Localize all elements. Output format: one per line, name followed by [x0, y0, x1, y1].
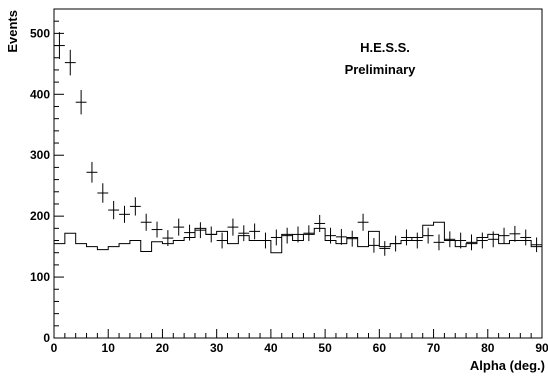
data-point	[75, 90, 87, 115]
annotation-preliminary: Preliminary	[345, 62, 417, 77]
data-point	[151, 221, 163, 238]
x-tick-label: 0	[51, 341, 58, 355]
data-point	[346, 230, 358, 247]
data-point	[390, 235, 402, 252]
data-point	[422, 227, 434, 244]
x-axis-label: Alpha (deg.)	[470, 358, 545, 373]
data-point	[455, 232, 467, 249]
y-tick-label: 200	[30, 209, 50, 223]
plot-border	[53, 8, 543, 339]
y-tick-label: 400	[30, 87, 50, 101]
y-tick-label: 100	[30, 270, 50, 284]
data-point	[487, 231, 499, 248]
data-point	[466, 234, 477, 251]
x-tick-label: 30	[210, 341, 224, 355]
data-point	[292, 226, 304, 243]
x-tick-label: 40	[264, 341, 278, 355]
data-point	[64, 49, 76, 76]
x-tick-label: 60	[373, 341, 387, 355]
data-point	[335, 228, 347, 245]
data-point	[86, 161, 98, 183]
data-point	[216, 232, 228, 249]
data-point	[368, 238, 380, 253]
x-tick-label: 80	[481, 341, 495, 355]
data-point	[379, 241, 391, 256]
data-point	[281, 227, 293, 244]
signal-data-points	[54, 32, 542, 256]
data-point	[531, 237, 542, 253]
data-point	[129, 197, 141, 216]
x-tick-label: 70	[427, 341, 441, 355]
x-tick-label: 10	[102, 341, 116, 355]
data-point	[162, 230, 174, 247]
data-point	[119, 205, 130, 223]
data-point	[184, 224, 195, 241]
y-tick-label: 300	[30, 148, 50, 162]
data-point	[270, 229, 282, 246]
data-point	[205, 226, 217, 243]
data-point	[173, 218, 185, 236]
data-point	[325, 227, 336, 244]
data-point	[401, 229, 412, 246]
data-point	[357, 213, 369, 231]
data-point	[433, 234, 445, 251]
data-point	[227, 218, 239, 236]
data-point	[476, 232, 488, 249]
data-point	[314, 214, 326, 232]
data-point	[520, 229, 532, 246]
x-tick-label: 90	[535, 341, 548, 355]
x-axis-ticks: 0 10 20 30 40 50 60 70 80 90	[51, 329, 548, 355]
data-point	[140, 213, 152, 231]
data-point	[249, 223, 261, 240]
data-point	[238, 225, 250, 242]
y-tick-label: 500	[30, 26, 50, 40]
data-point	[303, 225, 315, 242]
data-point	[498, 227, 510, 244]
data-point	[108, 200, 120, 220]
data-point	[444, 231, 456, 248]
y-axis-label: Events	[5, 10, 20, 53]
y-tick-label: 0	[43, 331, 50, 345]
data-point	[194, 222, 206, 239]
x-tick-label: 20	[156, 341, 170, 355]
plot-frame	[53, 8, 543, 339]
data-point	[97, 183, 109, 203]
y-axis-ticks: 0 100 200 300 400 500	[30, 8, 64, 345]
data-point	[411, 232, 423, 249]
annotation-hess: H.E.S.S.	[360, 40, 410, 55]
data-point	[509, 225, 521, 242]
data-point	[260, 232, 271, 249]
x-tick-label: 50	[318, 341, 332, 355]
